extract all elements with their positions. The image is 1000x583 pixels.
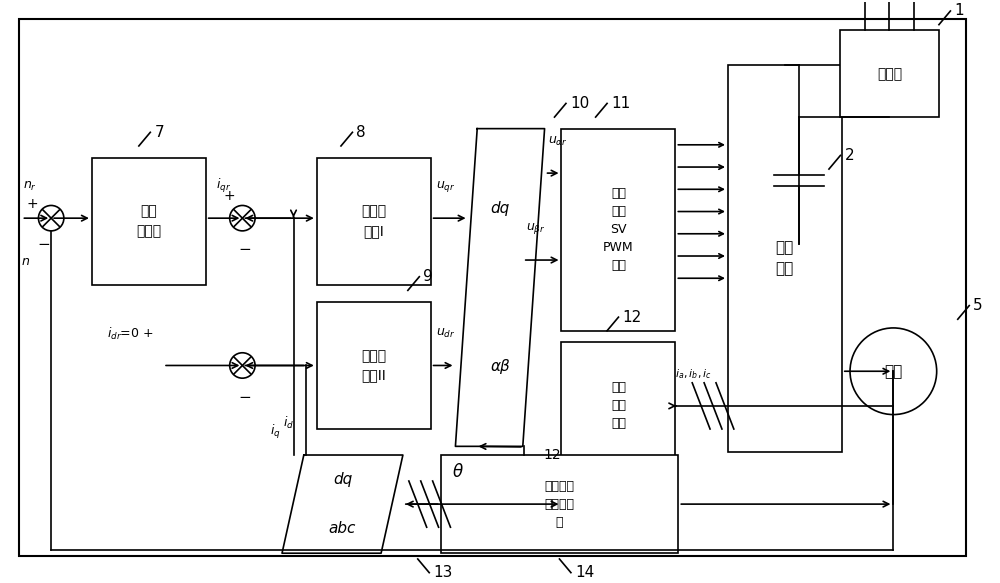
Text: 转速
调节器: 转速 调节器 xyxy=(136,204,161,238)
Bar xyxy=(317,302,431,429)
Bar xyxy=(317,157,431,285)
Text: −: − xyxy=(238,390,251,405)
Polygon shape xyxy=(282,455,403,553)
Text: 角度和速
度计算单
元: 角度和速 度计算单 元 xyxy=(544,480,574,529)
Text: 双逆
变器
SV
PWM
单元: 双逆 变器 SV PWM 单元 xyxy=(603,187,634,272)
Text: 9: 9 xyxy=(423,269,433,285)
Text: 5: 5 xyxy=(973,298,983,313)
Text: 14: 14 xyxy=(575,565,594,580)
Text: +: + xyxy=(26,196,38,210)
Bar xyxy=(728,65,842,452)
Text: 电流调
节器I: 电流调 节器I xyxy=(361,204,386,238)
Circle shape xyxy=(850,328,937,415)
Text: 1: 1 xyxy=(954,3,964,19)
Text: 13: 13 xyxy=(433,565,453,580)
Text: 8: 8 xyxy=(356,125,366,140)
Text: θ: θ xyxy=(453,463,463,482)
Text: $i_q$: $i_q$ xyxy=(270,423,281,441)
Text: $u_{qr}$: $u_{qr}$ xyxy=(436,179,455,194)
Text: αβ: αβ xyxy=(490,359,510,374)
Text: 10: 10 xyxy=(570,96,589,111)
Text: 电流
检测
单元: 电流 检测 单元 xyxy=(611,381,626,430)
Text: $u_{\beta r}$: $u_{\beta r}$ xyxy=(526,221,545,236)
Text: $u_{\alpha r}$: $u_{\alpha r}$ xyxy=(548,135,567,148)
Text: $i_a, i_b, i_c$: $i_a, i_b, i_c$ xyxy=(675,367,712,381)
Text: 2: 2 xyxy=(844,148,854,163)
Text: +: + xyxy=(224,189,235,203)
Text: 整流器: 整流器 xyxy=(877,67,902,81)
Text: dq: dq xyxy=(490,201,510,216)
Text: 12: 12 xyxy=(622,310,642,325)
Circle shape xyxy=(230,353,255,378)
Text: $i_{qr}$: $i_{qr}$ xyxy=(216,177,231,195)
Text: $i_d$: $i_d$ xyxy=(283,415,294,431)
Text: abc: abc xyxy=(329,521,356,536)
Text: −: − xyxy=(238,243,251,258)
Text: dq: dq xyxy=(333,472,352,487)
Text: 电机: 电机 xyxy=(884,364,902,379)
Bar xyxy=(840,30,939,117)
Bar xyxy=(92,157,206,285)
Circle shape xyxy=(38,205,64,231)
Bar xyxy=(561,129,675,331)
Text: −: − xyxy=(38,237,51,252)
Text: $n$: $n$ xyxy=(21,255,31,268)
Text: $u_{dr}$: $u_{dr}$ xyxy=(436,327,455,340)
Text: $n_r$: $n_r$ xyxy=(23,180,37,193)
Text: 7: 7 xyxy=(154,125,164,140)
Bar xyxy=(561,342,675,469)
Text: 11: 11 xyxy=(611,96,630,111)
Bar xyxy=(441,455,678,553)
Circle shape xyxy=(230,205,255,231)
Text: 电流调
节器II: 电流调 节器II xyxy=(361,349,386,382)
Text: 双逆
变器: 双逆 变器 xyxy=(776,241,794,276)
Text: 12: 12 xyxy=(544,448,561,462)
Polygon shape xyxy=(455,129,545,447)
Text: $i_{dr}$=0 +: $i_{dr}$=0 + xyxy=(107,326,153,342)
